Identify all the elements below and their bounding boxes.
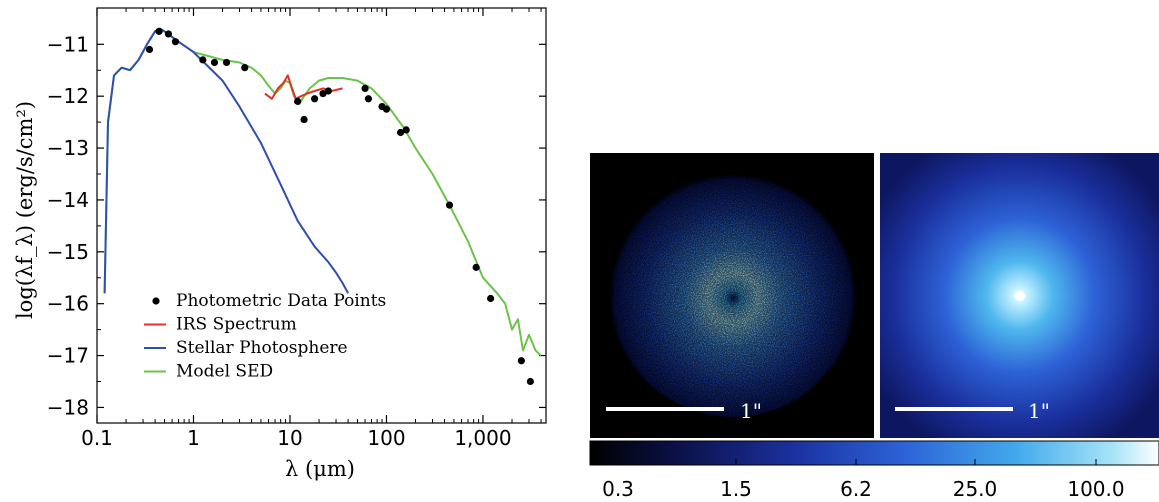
legend-item-photometric-data-points: Photometric Data Points [152,291,386,311]
x-axis-title: λ (μm) [285,457,355,481]
legend: Photometric Data Points IRS Spectrum Stell… [144,291,386,382]
scale-bar-left: 1" [606,399,762,423]
y-tick-label: −12 [47,84,89,108]
photometric-point [364,95,373,103]
y-tick-label: −14 [47,188,89,212]
legend-item-model-sed: Model SED [144,362,273,382]
plot-frame [96,7,547,424]
colorbar: 0.3 1.5 6.2 25.0 100.0 [589,440,1159,501]
photometric-point [164,30,173,38]
photometric-point [241,64,249,72]
photometric-point [222,58,231,67]
x-tick-label: 0.1 [81,426,113,450]
image-panel-left: 1" [590,153,874,438]
photometric-point [171,38,180,46]
scale-label-left: 1" [740,399,762,423]
central-star-dot [1015,291,1025,301]
legend-label: Stellar Photosphere [176,338,348,358]
photometric-point [300,115,308,124]
legend-item-stellar-photosphere: Stellar Photosphere [144,338,348,358]
legend-marker [152,297,160,305]
y-tick-label: −11 [47,32,89,56]
stellar-photosphere-line [103,27,349,294]
x-tick-label: 1 [187,426,200,450]
photometric-point [319,89,327,98]
photometric-point [294,97,302,105]
colorbar-tick-label: 0.3 [602,477,634,501]
x-tick-label: 1,000 [454,426,511,450]
photometric-point [155,27,163,35]
photometric-point [517,357,525,365]
photometric-point [382,105,391,113]
photometric-point [145,45,154,54]
photometric-point [526,377,534,386]
legend-label: IRS Spectrum [176,315,297,335]
photometric-point [361,84,369,93]
legend-item-irs-spectrum: IRS Spectrum [144,315,297,335]
sed-chart: −11−12−13−14−15−16−17−18 0.1 1 10 100 1,000 … [13,7,547,481]
photometric-point [402,126,410,134]
photometric-point [472,263,480,271]
photometric-point [445,201,454,209]
photometric-point [487,294,495,303]
x-axis: 0.1 1 10 100 1,000 [81,8,542,450]
legend-label: Photometric Data Points [176,291,386,311]
legend-label: Model SED [176,362,273,382]
colorbar-tick-label: 25.0 [953,477,998,501]
colorbar-tick-label: 100.0 [1067,477,1124,501]
colorbar-tick-label: 6.2 [840,477,872,501]
y-tick-label: −18 [47,395,89,419]
colorbar-tick-label: 1.5 [720,477,752,501]
plot-area [96,7,547,424]
y-tick-label: −13 [47,136,89,160]
photometric-point [199,56,207,64]
image-panel-right: 1" [880,153,1159,438]
y-tick-label: −17 [47,344,89,368]
photometric-point [311,95,319,103]
x-tick-label: 10 [277,426,302,450]
y-tick-label: −15 [47,240,89,264]
y-axis-title: log(λf_λ) (erg/s/cm²) [13,101,37,319]
y-axis: −11 −12 −13 −14 −15 −16 −17 −18 [47,32,546,419]
y-tick-label: −16 [47,292,89,316]
photometric-point [324,87,332,95]
series-layer [103,27,542,386]
x-tick-label: 100 [367,426,405,450]
photometric-point [210,58,219,67]
scale-label-right: 1" [1028,399,1050,423]
photometric-point [396,128,405,137]
scale-bar-right: 1" [895,399,1050,423]
